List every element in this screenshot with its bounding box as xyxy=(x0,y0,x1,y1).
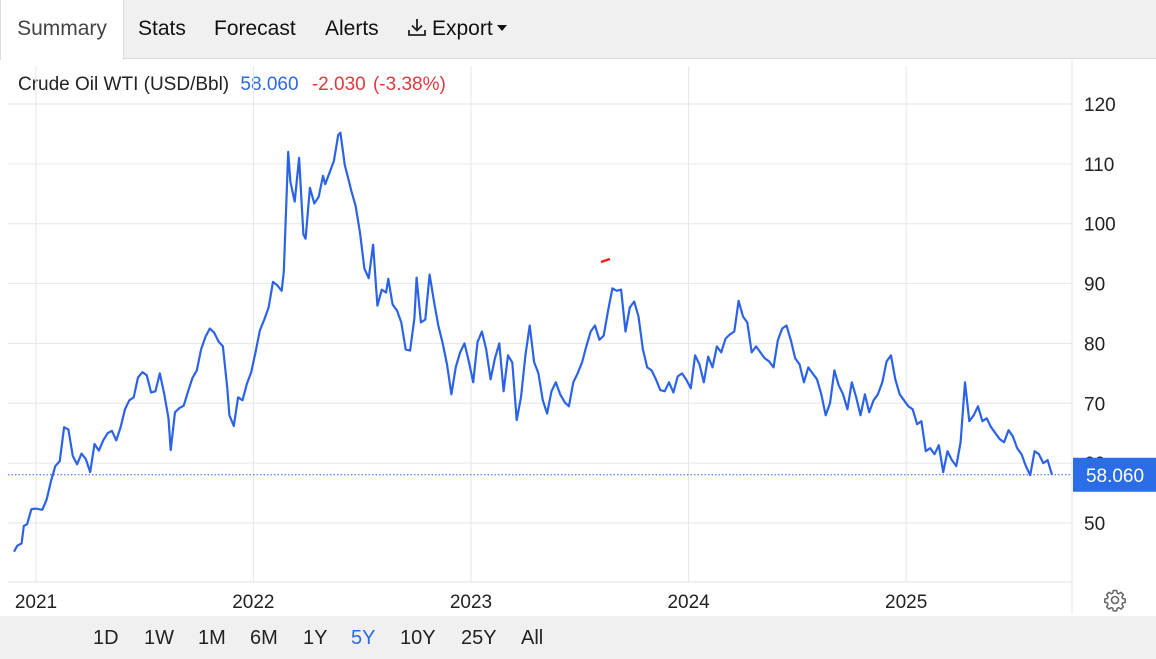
range-5y[interactable]: 5Y xyxy=(351,627,376,649)
range-1y[interactable]: 1Y xyxy=(303,627,328,649)
last-price-tag xyxy=(1073,457,1156,492)
last-price: 58.060 xyxy=(240,74,299,95)
tab-forecast-label: Forecast xyxy=(214,17,296,40)
export-menu-button[interactable]: Export xyxy=(406,0,507,58)
range-1d[interactable]: 1D xyxy=(93,627,119,649)
last-price-tag-label: 58.060 xyxy=(1086,466,1144,487)
x-tick-label: 2024 xyxy=(667,592,710,613)
chevron-down-icon xyxy=(496,25,507,31)
range-1w[interactable]: 1W xyxy=(144,627,174,649)
tab-summary[interactable]: Summary xyxy=(0,0,124,60)
y-tick-label: 80 xyxy=(1084,334,1105,355)
y-tick-label: 90 xyxy=(1084,275,1105,296)
instrument-name: Crude Oil WTI (USD/Bbl) xyxy=(18,74,230,95)
range-6m[interactable]: 6M xyxy=(250,627,278,649)
y-tick-label: 50 xyxy=(1084,514,1105,535)
x-tick-label: 2021 xyxy=(15,592,57,613)
range-all[interactable]: All xyxy=(521,627,544,649)
x-tick-label: 2023 xyxy=(450,592,492,613)
range-selector: 1D 1W 1M 6M 1Y 5Y 10Y 25Y All xyxy=(0,616,1156,659)
y-tick-label: 70 xyxy=(1084,394,1105,415)
x-tick-label: 2025 xyxy=(885,592,927,613)
tab-alerts[interactable]: Alerts xyxy=(325,0,379,58)
tab-bar: Summary Stats Forecast Alerts Export xyxy=(0,0,1156,60)
tab-forecast[interactable]: Forecast xyxy=(214,0,296,58)
tab-summary-label: Summary xyxy=(17,17,107,40)
price-change-pct: (-3.38%) xyxy=(372,74,446,95)
chart-header: Crude Oil WTI (USD/Bbl) 58.060 -2.030 (-… xyxy=(18,74,446,96)
x-tick-label: 2022 xyxy=(232,592,274,613)
y-tick-label: 110 xyxy=(1084,155,1114,176)
download-icon xyxy=(408,19,426,36)
price-change: -2.030 xyxy=(311,74,366,95)
forecast-marker xyxy=(600,257,611,264)
export-label: Export xyxy=(432,17,493,40)
tab-alerts-label: Alerts xyxy=(325,17,379,40)
range-1m[interactable]: 1M xyxy=(198,627,226,649)
gear-icon[interactable] xyxy=(1103,588,1127,612)
tab-stats[interactable]: Stats xyxy=(138,0,186,58)
range-10y[interactable]: 10Y xyxy=(400,627,436,649)
y-tick-label: 100 xyxy=(1084,215,1116,236)
y-tick-label: 120 xyxy=(1084,95,1116,116)
range-25y[interactable]: 25Y xyxy=(461,627,497,649)
tab-stats-label: Stats xyxy=(138,17,186,40)
price-line xyxy=(13,131,1054,553)
